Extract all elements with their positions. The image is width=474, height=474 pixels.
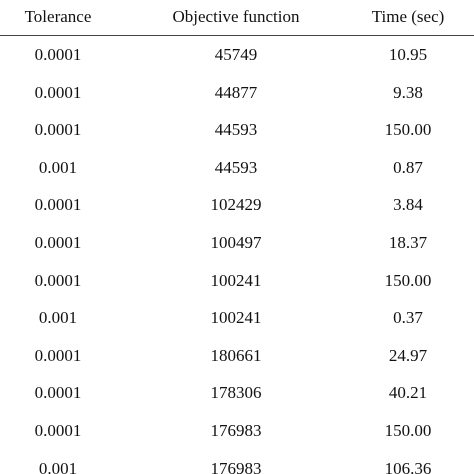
table-cell: 100241 <box>210 308 262 328</box>
table-cell: 44593 <box>214 157 258 177</box>
header-cell: Time (sec) <box>371 7 445 26</box>
table-cell: 0.0001 <box>34 383 82 403</box>
table-cell: 0.0001 <box>34 421 82 440</box>
table-cell: 44877 <box>214 82 258 102</box>
table-cell: 24.97 <box>388 345 428 365</box>
table-cell: 18.37 <box>388 233 428 252</box>
table-cell: 0.0001 <box>34 270 82 290</box>
table-cell: 0.37 <box>393 308 423 328</box>
table-cell: 0.0001 <box>34 120 82 140</box>
table-cell: 9.38 <box>393 82 423 102</box>
header-rule <box>0 35 474 36</box>
table-cell: 150.00 <box>384 120 432 140</box>
table-cell: 100497 <box>210 233 262 252</box>
table-cell: 0.001 <box>38 308 78 328</box>
table-cell: 0.0001 <box>34 195 82 215</box>
table-cell: 0.001 <box>38 458 78 474</box>
table-cell: 44593 <box>214 120 258 140</box>
table-cell: 45749 <box>214 45 258 64</box>
table-cell: 0.0001 <box>34 345 82 365</box>
table-cell: 150.00 <box>384 270 432 290</box>
table-cell: 3.84 <box>393 195 423 215</box>
table-cell: 0.001 <box>38 157 78 177</box>
table-cell: 0.0001 <box>34 233 82 252</box>
table-cell: 100241 <box>210 270 262 290</box>
table-cell: 102429 <box>210 195 262 215</box>
table-cell: 176983 <box>210 421 262 440</box>
table-cell: 180661 <box>210 345 262 365</box>
header-cell: Objective function <box>172 7 300 26</box>
table-cell: 40.21 <box>388 383 428 403</box>
table-cell: 176983 <box>210 458 262 474</box>
table-cell: 0.0001 <box>34 82 82 102</box>
table-cell: 178306 <box>210 383 262 403</box>
table-cell: 0.0001 <box>34 45 82 64</box>
table-cell: 150.00 <box>384 421 432 440</box>
table-cell: 0.87 <box>393 157 423 177</box>
header-cell: Tolerance <box>24 7 92 26</box>
table-cell: 106.36 <box>384 458 432 474</box>
table-cell: 10.95 <box>388 45 428 64</box>
